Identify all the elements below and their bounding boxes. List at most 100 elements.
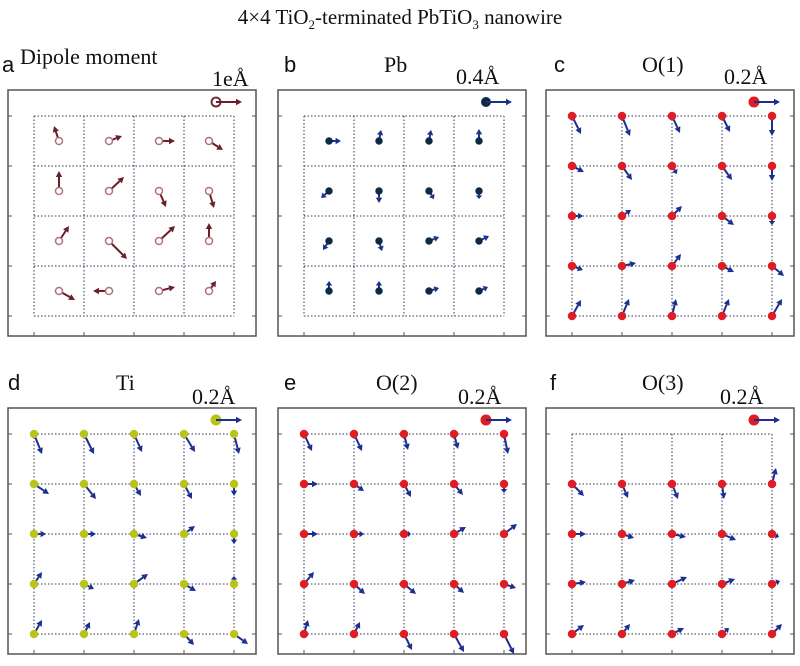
panel-name: Ti <box>116 370 135 395</box>
atom-marker <box>499 429 509 439</box>
vector-map <box>277 89 527 337</box>
atom-marker <box>375 137 383 145</box>
atom-marker <box>567 529 577 539</box>
atom-marker <box>425 187 433 195</box>
panel-o3: f O(3) 0.2Å <box>538 362 800 666</box>
scale-label: 0.2Å <box>724 64 768 89</box>
atom-marker <box>499 579 509 589</box>
scale-label: 0.2Å <box>192 384 236 409</box>
atom-marker <box>154 286 164 296</box>
vector-map <box>545 407 795 655</box>
scale-label: 0.2Å <box>720 384 764 409</box>
panel-letter: f <box>550 370 557 395</box>
atom-marker <box>667 211 677 221</box>
atom-marker <box>129 579 139 589</box>
panel-name: Pb <box>384 52 408 77</box>
vector-map <box>7 407 257 655</box>
vector-map <box>7 89 257 337</box>
atom-marker <box>229 629 239 639</box>
atom-marker <box>567 311 577 321</box>
panel-pb: b Pb 0.4Å <box>270 44 532 348</box>
atom-marker <box>79 479 89 489</box>
panel-letter: e <box>284 370 297 395</box>
atom-marker <box>475 187 483 195</box>
scale-arrow <box>216 98 242 106</box>
atom-marker <box>717 261 727 271</box>
atom-marker <box>79 429 89 439</box>
atom-marker <box>617 211 627 221</box>
atom-marker <box>229 579 239 589</box>
atom-marker <box>179 529 189 539</box>
atom-marker <box>717 111 727 121</box>
atom-marker <box>449 629 459 639</box>
panel-letter: b <box>284 52 297 77</box>
panel-letter: c <box>554 52 565 77</box>
vector-map <box>277 407 527 655</box>
panel-o2: e O(2) 0.2Å <box>270 362 532 666</box>
atom-marker <box>179 579 189 589</box>
atom-marker <box>104 286 114 296</box>
atom-marker <box>54 186 64 196</box>
atom-marker <box>425 287 433 295</box>
atom-marker <box>104 186 114 196</box>
scale-arrow <box>754 416 780 424</box>
atom-marker <box>29 429 39 439</box>
atom-marker <box>475 237 483 245</box>
atom-marker <box>667 311 677 321</box>
atom-marker <box>499 529 509 539</box>
atom-marker <box>449 579 459 589</box>
atom-marker <box>349 579 359 589</box>
atom-marker <box>179 429 189 439</box>
panel-letter: a <box>2 52 15 77</box>
atom-marker <box>79 529 89 539</box>
atom-marker <box>617 529 627 539</box>
atom-marker <box>299 629 309 639</box>
atom-marker <box>767 311 777 321</box>
plot-frame <box>545 407 795 655</box>
atom-marker <box>399 529 409 539</box>
atom-marker <box>299 529 309 539</box>
atom-marker <box>399 579 409 589</box>
atom-marker <box>475 287 483 295</box>
atom-marker <box>325 187 333 195</box>
atom-marker <box>717 311 727 321</box>
atom-marker <box>154 186 164 196</box>
atom-marker <box>204 186 214 196</box>
atom-marker <box>567 211 577 221</box>
atom-marker <box>204 236 214 246</box>
atom-marker <box>767 161 777 171</box>
atom-marker <box>349 529 359 539</box>
scale-arrow <box>486 98 512 106</box>
plot-frame <box>7 89 257 337</box>
atom-marker <box>449 429 459 439</box>
atom-marker <box>79 579 89 589</box>
plot-frame <box>277 407 527 655</box>
atom-marker <box>567 629 577 639</box>
atom-marker <box>375 187 383 195</box>
atom-marker <box>325 137 333 145</box>
atom-marker <box>29 629 39 639</box>
atom-marker <box>667 261 677 271</box>
panel-dipole-moment: a Dipole moment 1eÅ <box>0 44 262 348</box>
panel-name: O(1) <box>642 52 684 77</box>
panel-ti: d Ti 0.2Å <box>0 362 262 666</box>
atom-marker <box>667 579 677 589</box>
atom-marker <box>767 579 777 589</box>
scale-arrow <box>486 416 512 424</box>
atom-marker <box>449 529 459 539</box>
atom-marker <box>667 161 677 171</box>
panel-letter: d <box>8 370 21 395</box>
plot-frame <box>277 89 527 337</box>
atom-marker <box>204 286 214 296</box>
atom-marker <box>667 111 677 121</box>
figure-title: 4×4 TiO2-terminated PbTiO3 nanowire <box>237 5 563 33</box>
atom-marker <box>667 529 677 539</box>
atom-marker <box>179 629 189 639</box>
atom-marker <box>767 211 777 221</box>
atom-marker <box>717 579 727 589</box>
atom-marker <box>154 236 164 246</box>
atom-marker <box>617 629 627 639</box>
atom-marker <box>349 479 359 489</box>
panel-name: O(3) <box>642 370 684 395</box>
atom-marker <box>129 429 139 439</box>
